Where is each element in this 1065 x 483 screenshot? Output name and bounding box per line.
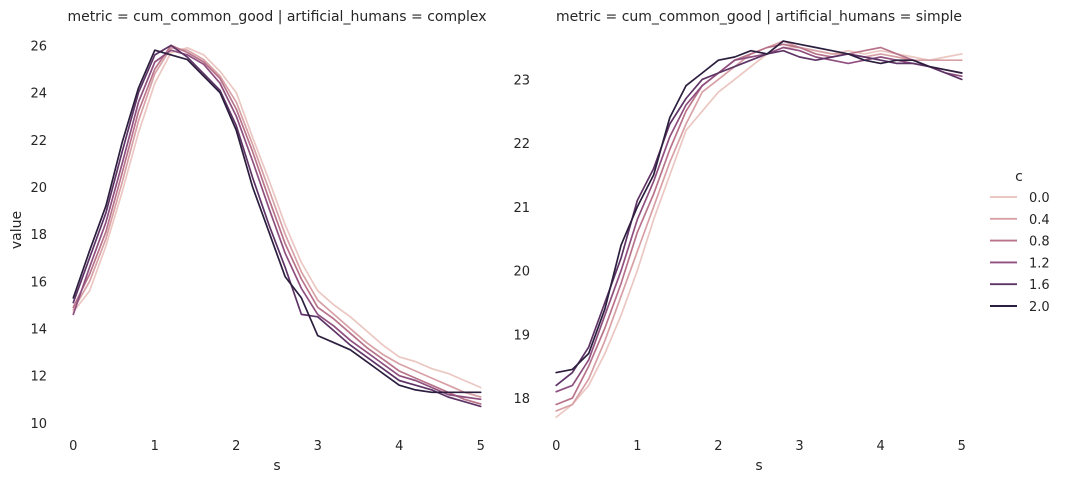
- x-tick-label: 5: [958, 439, 966, 454]
- x-tick-label: 3: [314, 439, 322, 454]
- y-tick-label: 23: [513, 73, 530, 88]
- panel-simple: metric = cum_common_good | artificial_hu…: [513, 9, 965, 474]
- y-tick-labels: 18 19 20 21 22 23: [513, 73, 530, 407]
- x-tick-label: 4: [395, 439, 403, 454]
- y-tick-label: 19: [513, 328, 530, 343]
- series-line-c-1-2: [72, 49, 482, 401]
- y-tick-label: 22: [513, 137, 530, 152]
- series-line-c-2-0: [555, 40, 963, 374]
- legend-title: c: [1015, 169, 1023, 185]
- series-line-c-1-6: [555, 49, 963, 387]
- y-tick-label: 18: [513, 392, 530, 407]
- x-tick-label: 2: [714, 439, 722, 454]
- y-axis-label: value: [9, 211, 25, 249]
- y-tick-labels: 10 12 14 16 18 20 22 24 26: [30, 39, 47, 431]
- series-lines: [72, 44, 482, 408]
- y-tick-label: 22: [30, 134, 47, 149]
- legend: c 0.0 0.4 0.8 1.2 1.6 2.0: [990, 169, 1050, 315]
- y-tick-label: 20: [30, 181, 47, 196]
- y-tick-label: 26: [30, 39, 47, 54]
- legend-label: 2.0: [1029, 300, 1050, 315]
- x-tick-label: 1: [633, 439, 641, 454]
- y-tick-label: 24: [30, 87, 47, 102]
- series-line-c-1-6: [72, 44, 482, 408]
- y-tick-label: 16: [30, 275, 47, 290]
- x-axis-label: s: [273, 458, 280, 474]
- series-line-c-1-2: [555, 46, 963, 393]
- panel-title: metric = cum_common_good | artificial_hu…: [556, 9, 962, 25]
- series-line-c-0-4: [555, 40, 963, 412]
- series-line-c-2-0: [72, 49, 482, 394]
- series-line-c-0-8: [555, 43, 963, 406]
- x-axis-label: s: [755, 458, 762, 474]
- y-tick-label: 12: [30, 370, 47, 385]
- x-tick-labels: 0 1 2 3 4 5: [552, 439, 966, 454]
- x-tick-label: 3: [795, 439, 803, 454]
- series-line-c-0-0: [72, 46, 482, 389]
- legend-label: 0.4: [1029, 213, 1050, 228]
- series-line-c-0-8: [72, 44, 482, 405]
- legend-label: 0.0: [1029, 191, 1050, 206]
- y-tick-label: 20: [513, 265, 530, 280]
- series-lines: [555, 40, 963, 419]
- y-tick-label: 10: [30, 417, 47, 432]
- x-tick-label: 0: [552, 439, 560, 454]
- x-tick-label: 0: [69, 439, 77, 454]
- x-tick-label: 5: [477, 439, 485, 454]
- y-tick-label: 18: [30, 228, 47, 243]
- x-tick-label: 4: [877, 439, 885, 454]
- legend-label: 1.6: [1029, 278, 1050, 293]
- series-line-c-0-4: [72, 46, 482, 398]
- series-line-c-0-0: [555, 46, 963, 419]
- y-tick-label: 21: [513, 201, 530, 216]
- legend-label: 1.2: [1029, 256, 1050, 271]
- legend-label: 0.8: [1029, 235, 1050, 250]
- x-tick-label: 2: [232, 439, 240, 454]
- x-tick-label: 1: [151, 439, 159, 454]
- y-tick-label: 14: [30, 323, 47, 338]
- x-tick-labels: 0 1 2 3 4 5: [69, 439, 485, 454]
- panel-title: metric = cum_common_good | artificial_hu…: [67, 9, 486, 25]
- panel-complex: metric = cum_common_good | artificial_hu…: [9, 9, 487, 474]
